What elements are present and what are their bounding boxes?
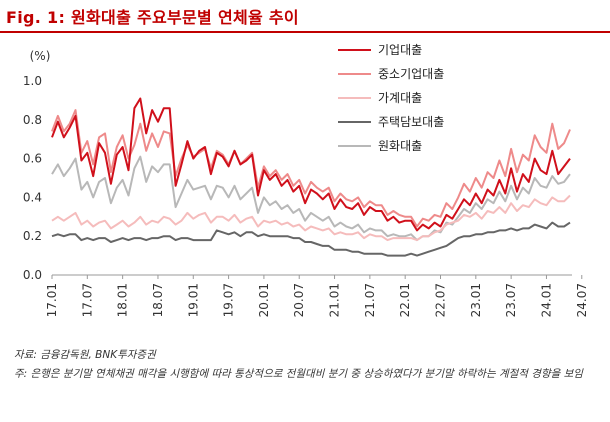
x-tick-label: 22.01 — [398, 283, 412, 317]
x-tick-label: 24.01 — [539, 283, 553, 317]
x-tick-label: 17.01 — [45, 283, 59, 317]
y-tick-label: 0.2 — [23, 229, 42, 243]
legend-label: 주택담보대출 — [378, 115, 444, 129]
chart-lines — [51, 97, 571, 257]
chart-title: Fig. 1: 원화대출 주요부문별 연체율 추이 — [6, 8, 299, 27]
y-tick-label: 0.8 — [23, 113, 42, 127]
series-line — [51, 194, 571, 242]
source-note: 자료: 금융감독원, BNK투자증권 — [14, 349, 156, 361]
series-line — [51, 109, 571, 228]
y-tick-label: 0.4 — [23, 190, 42, 204]
legend-label: 기업대출 — [378, 43, 422, 57]
x-tick-label: 20.01 — [257, 283, 271, 317]
y-tick-label: 0.6 — [23, 152, 42, 166]
y-tick-label: 1.0 — [23, 74, 42, 88]
legend-label: 중소기업대출 — [378, 67, 444, 81]
y-tick-label: 0.0 — [23, 268, 42, 282]
series-line — [51, 155, 571, 242]
footnote: 주: 은행은 분기말 연체채권 매각을 시행함에 따라 통상적으로 전월대비 분… — [14, 368, 583, 380]
x-tick-label: 21.07 — [363, 283, 377, 317]
x-tick-label: 17.07 — [80, 283, 94, 317]
chart-axes: (%) 0.0 0.2 0.4 0.6 0.8 1.0 17.01 17.07 18.01 18.0… — [23, 49, 589, 317]
title-underline — [0, 31, 610, 33]
y-axis-unit-label: (%) — [30, 49, 51, 63]
series-line — [51, 221, 571, 257]
x-tick-label: 24.07 — [575, 283, 589, 317]
x-tick-label: 23.07 — [504, 283, 518, 317]
x-tick-label: 18.01 — [116, 283, 130, 317]
legend-label: 원화대출 — [378, 139, 422, 153]
legend-label: 가계대출 — [378, 91, 422, 105]
x-tick-label: 22.07 — [434, 283, 448, 317]
series-line — [51, 97, 571, 232]
delinquency-rate-chart: (%) 0.0 0.2 0.4 0.6 0.8 1.0 17.01 17.07 18.01 18.0… — [23, 43, 589, 317]
x-tick-label: 21.01 — [328, 283, 342, 317]
x-tick-label: 19.07 — [222, 283, 236, 317]
x-tick-label: 19.01 — [186, 283, 200, 317]
x-tick-label: 23.01 — [469, 283, 483, 317]
x-tick-label: 20.07 — [292, 283, 306, 317]
x-tick-label: 18.07 — [151, 283, 165, 317]
